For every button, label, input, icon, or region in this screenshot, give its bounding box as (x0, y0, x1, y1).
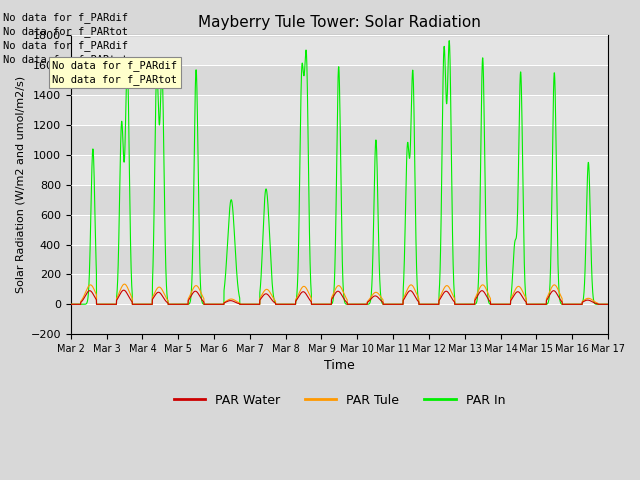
Bar (71, 155, 608, 185)
Text: No data for f_PARdif
No data for f_PARtot
No data for f_PARdif
No data for f_PAR: No data for f_PARdif No data for f_PARto… (3, 12, 128, 65)
Bar (71, 36, 608, 65)
X-axis label: Time: Time (324, 360, 355, 372)
Bar (71, 125, 608, 155)
Bar (71, 95, 608, 125)
Title: Mayberry Tule Tower: Solar Radiation: Mayberry Tule Tower: Solar Radiation (198, 15, 481, 30)
Text: No data for f_PARdif
No data for f_PARtot: No data for f_PARdif No data for f_PARto… (52, 60, 177, 85)
Bar (71, 185, 608, 215)
Bar (71, 215, 608, 244)
Legend: PAR Water, PAR Tule, PAR In: PAR Water, PAR Tule, PAR In (169, 389, 510, 411)
Bar (71, 275, 608, 304)
Bar (71, 244, 608, 275)
Y-axis label: Solar Radiation (W/m2 and umol/m2/s): Solar Radiation (W/m2 and umol/m2/s) (15, 76, 25, 293)
Bar (71, 304, 608, 334)
Bar (71, 65, 608, 95)
